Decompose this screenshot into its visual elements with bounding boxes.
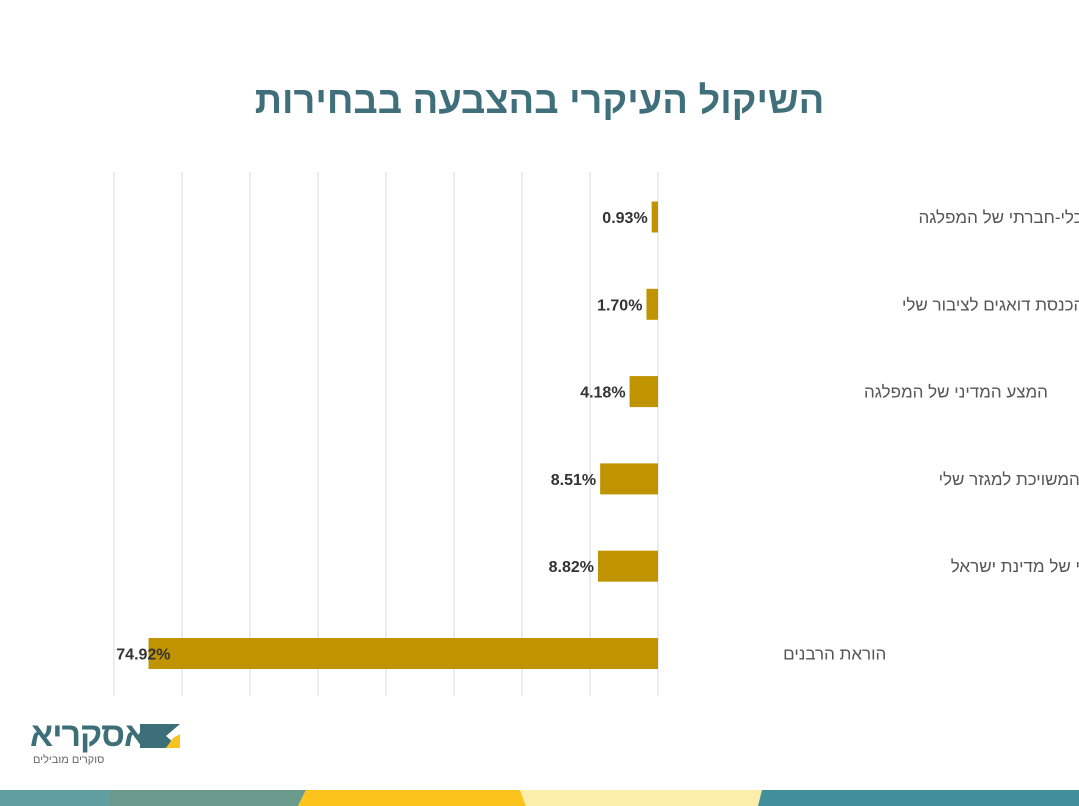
logo-tagline: סוקרים מובילים — [33, 754, 105, 766]
bar — [651, 201, 658, 233]
bar — [646, 288, 658, 320]
bar — [600, 463, 658, 495]
category-label: המצע הכלכלי-חברתי של המפלגה — [918, 208, 1079, 227]
stripe-segment — [758, 790, 1079, 806]
bar — [148, 638, 658, 669]
category-label: דאגה לצביונה היהודי של מדינת ישראל — [951, 557, 1079, 576]
bar — [629, 376, 658, 408]
footer-stripe — [0, 790, 1079, 806]
data-label: 0.93% — [602, 210, 647, 227]
stripe-segment — [298, 790, 526, 806]
category-label: הצבעה למפלגה המשויכת למגזר שלי — [939, 470, 1079, 489]
bar — [598, 550, 658, 582]
category-label: הוראת הרבנים — [783, 645, 886, 664]
bar-chart: 0.93% המצע הכלכלי-חברתי של המפלגה 1.70% חבר… — [113, 172, 1079, 696]
category-label: חברי הכנסת דואגים לציבור שלי — [902, 295, 1079, 314]
data-label: 1.70% — [597, 297, 642, 314]
logo-wordmark: אסקריא — [30, 716, 147, 754]
data-label: 74.92% — [116, 647, 170, 664]
data-label: 8.82% — [549, 559, 594, 576]
stripe-segment — [520, 790, 762, 806]
chart-title: השיקול העיקרי בהצבעה בבחירות — [254, 80, 825, 122]
data-label: 8.51% — [551, 472, 596, 489]
data-label: 4.18% — [580, 385, 625, 402]
logo-mark-icon — [140, 724, 180, 748]
stripe-segment — [0, 790, 115, 806]
category-label: המצע המדיני של המפלגה — [864, 383, 1048, 402]
stripe-segment — [110, 790, 306, 806]
